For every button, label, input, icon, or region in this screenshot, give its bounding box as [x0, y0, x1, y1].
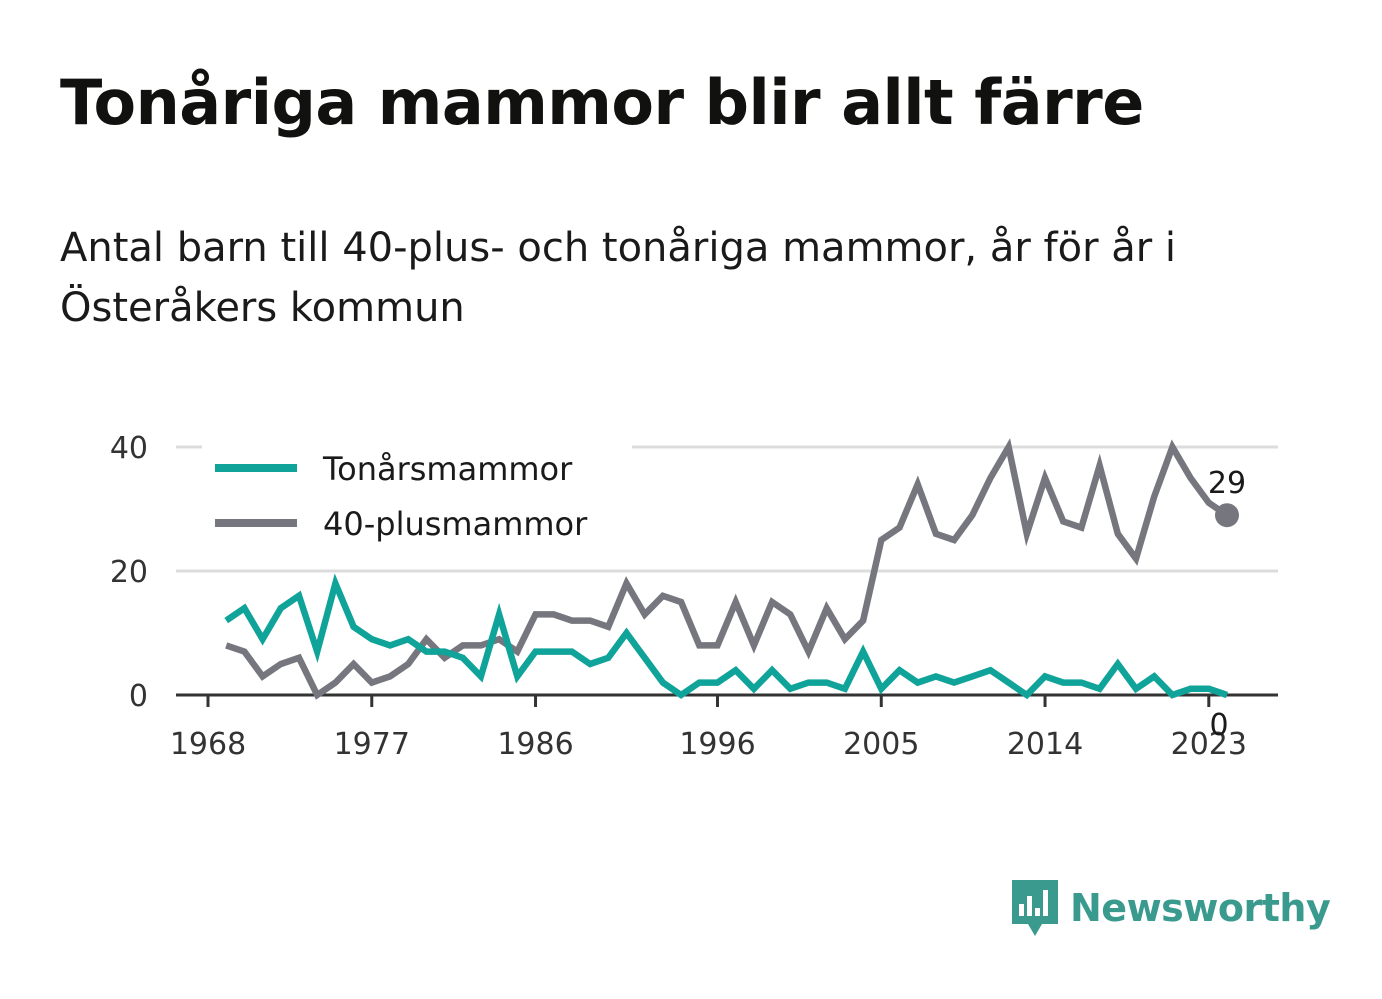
chart-title: Tonåriga mammor blir allt färre: [60, 66, 1144, 139]
x-tick-label: 2023: [1171, 727, 1247, 762]
end-label-teen: 0: [1209, 708, 1228, 743]
end-marker-forty: [1215, 503, 1239, 528]
legend-background: [202, 440, 632, 558]
x-tick-label: 1968: [170, 727, 246, 762]
series-line-forty: [225, 438, 1229, 700]
series-line-teen: [224, 573, 1229, 700]
end-markers: 29 0: [1208, 466, 1246, 743]
x-tick-label: 1977: [334, 727, 410, 762]
y-tick-label: 20: [110, 555, 148, 590]
legend-label-teen: Tonårsmammor: [322, 450, 573, 488]
newsworthy-logo-icon: [1012, 880, 1058, 936]
x-tick-label: 2005: [843, 727, 919, 762]
series-lines: [224, 438, 1229, 700]
x-axis-tick-labels: 1968 1977 1986 1996 2005 2014 2023: [170, 727, 1247, 762]
brand-name: Newsworthy: [1070, 886, 1331, 930]
x-tick-label: 2014: [1007, 727, 1083, 762]
brand-logo: Newsworthy: [1010, 878, 1331, 938]
legend-label-forty: 40-plusmammor: [323, 505, 588, 543]
x-tick-label: 1996: [679, 727, 755, 762]
legend: Tonårsmammor 40-plusmammor: [202, 440, 632, 558]
y-tick-label: 0: [129, 679, 148, 714]
x-tick-label: 1986: [497, 727, 573, 762]
chart-subtitle: Antal barn till 40-plus- och tonåriga ma…: [60, 225, 1177, 331]
y-tick-label: 40: [110, 431, 148, 466]
end-label-forty: 29: [1208, 466, 1246, 501]
x-axis: [176, 693, 1278, 707]
y-axis-tick-labels: 0 20 40: [110, 431, 148, 714]
